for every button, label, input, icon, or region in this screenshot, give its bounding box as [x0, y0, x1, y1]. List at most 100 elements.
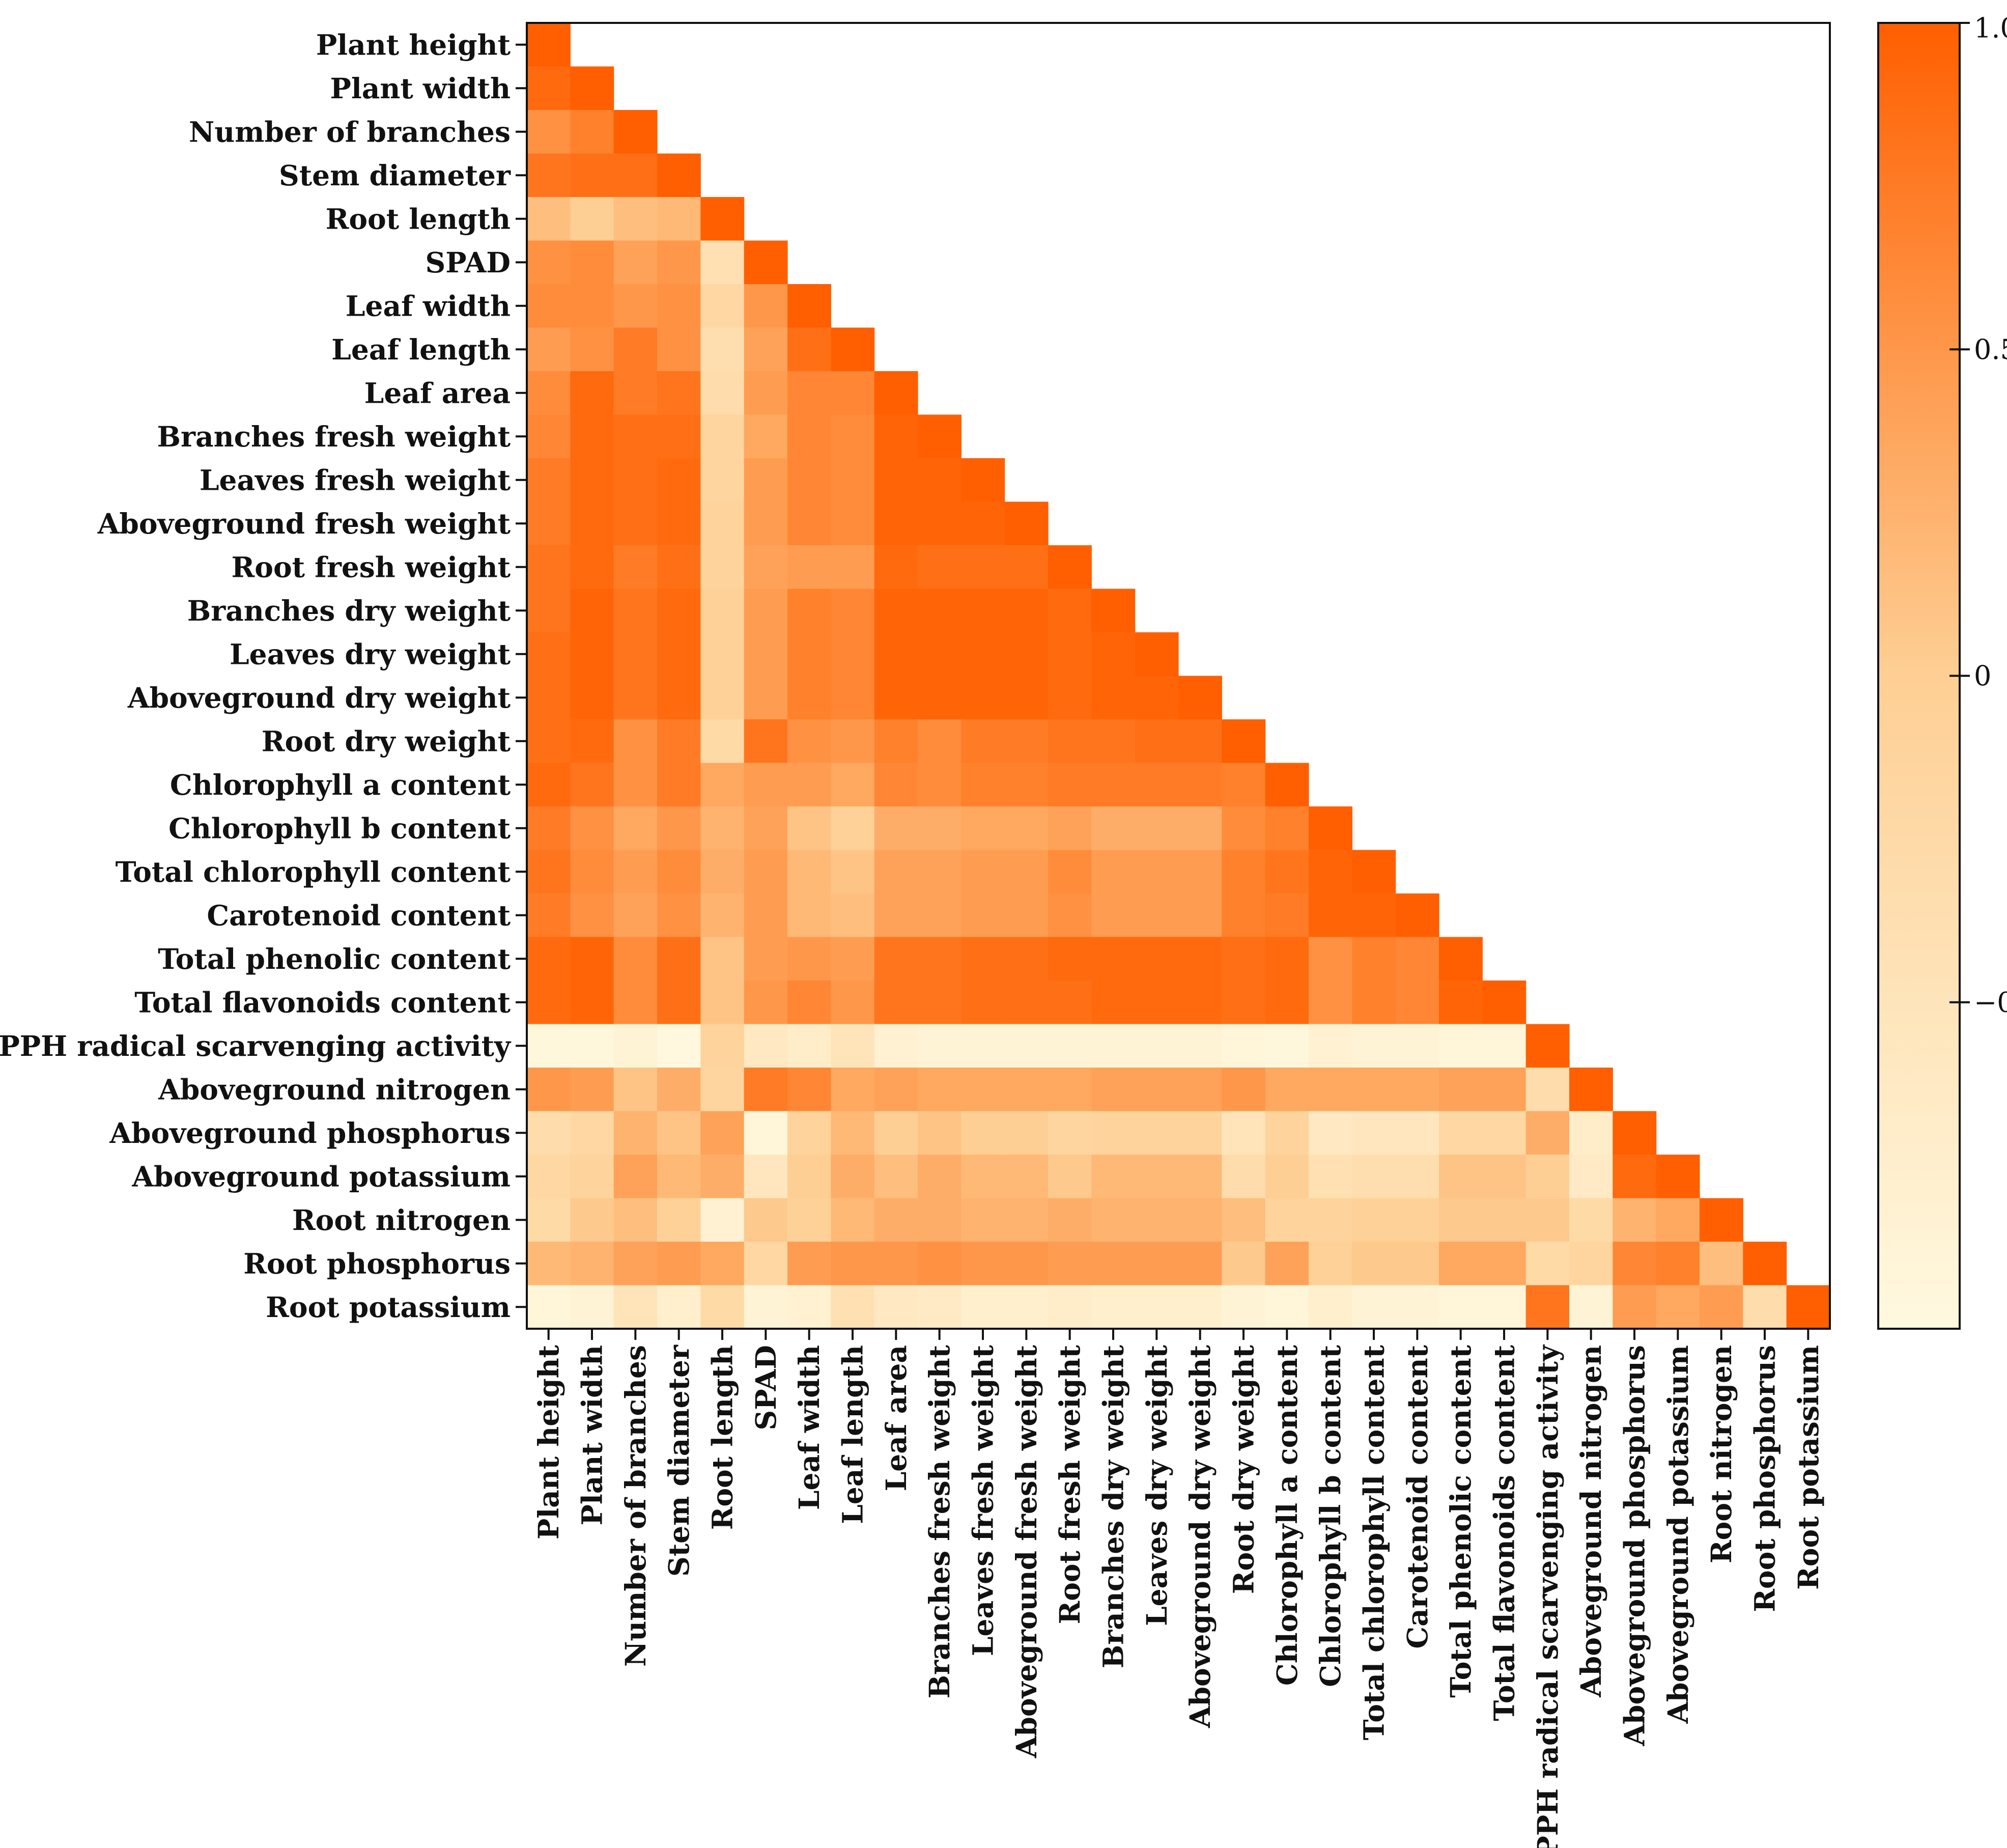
heatmap-cell	[1135, 763, 1179, 807]
heatmap-cell	[1091, 589, 1136, 633]
row-label: Root length	[326, 202, 511, 235]
column-label: Leaves dry weight	[1140, 1345, 1173, 1626]
heatmap-cell	[657, 501, 701, 546]
heatmap-cell	[1613, 1198, 1657, 1242]
heatmap-cell	[744, 371, 788, 415]
heatmap-cell	[1309, 981, 1352, 1025]
heatmap-cell	[1091, 632, 1136, 677]
heatmap-cell	[1178, 937, 1222, 981]
heatmap-cell	[1352, 1155, 1396, 1199]
heatmap-cell	[1352, 1242, 1396, 1286]
plot-frame	[526, 22, 1831, 1330]
column-label: Chlorophyll b content	[1314, 1345, 1347, 1687]
heatmap-cell	[1135, 719, 1179, 764]
heatmap-cell	[527, 66, 571, 110]
heatmap-cell	[1004, 589, 1049, 633]
heatmap-cell	[918, 589, 962, 633]
heatmap-cell	[700, 1155, 745, 1199]
column-label: Root potassium	[1792, 1345, 1825, 1590]
heatmap-cell	[1222, 806, 1266, 851]
heatmap-cell	[961, 1242, 1005, 1286]
heatmap-cell	[787, 545, 831, 590]
heatmap-cell	[1395, 1285, 1439, 1329]
heatmap-cell	[1613, 1285, 1657, 1329]
heatmap-cell	[1613, 1242, 1657, 1286]
column-label: Aboveground nitrogen	[1574, 1345, 1607, 1698]
heatmap-cell	[700, 1285, 745, 1329]
heatmap-cell	[1004, 937, 1049, 981]
row-label: Root potassium	[266, 1291, 511, 1324]
heatmap-cell	[527, 763, 571, 807]
heatmap-cell	[657, 1155, 701, 1199]
heatmap-cell	[831, 806, 875, 851]
heatmap-cell	[1091, 763, 1136, 807]
heatmap-cell	[700, 1111, 745, 1155]
heatmap-cell	[570, 284, 614, 328]
heatmap-cell	[570, 719, 614, 764]
heatmap-cell	[831, 545, 875, 590]
heatmap-cell	[787, 284, 831, 328]
heatmap-cell	[744, 1024, 788, 1068]
heatmap-cell	[613, 937, 658, 981]
heatmap-cell	[1352, 1285, 1396, 1329]
row-label: Aboveground phosphorus	[109, 1116, 511, 1150]
heatmap-cell	[831, 937, 875, 981]
heatmap-cell	[527, 284, 571, 328]
heatmap-cell	[961, 850, 1005, 894]
heatmap-cell	[570, 240, 614, 285]
heatmap-cell	[700, 545, 745, 590]
heatmap-cell	[613, 893, 658, 938]
row-label: Branches dry weight	[187, 594, 511, 627]
heatmap-cell	[700, 414, 745, 459]
heatmap-cell	[1395, 1068, 1439, 1112]
heatmap-cell	[831, 1198, 875, 1242]
heatmap-cell	[1613, 1111, 1657, 1155]
heatmap-cell	[831, 1068, 875, 1112]
heatmap-cell	[1004, 981, 1049, 1025]
heatmap-cell	[1222, 1198, 1266, 1242]
heatmap-cell	[1178, 1024, 1222, 1068]
heatmap-cell	[787, 371, 831, 415]
heatmap-cell	[570, 1242, 614, 1286]
heatmap-cell	[874, 981, 918, 1025]
column-label: Chlorophyll a content	[1270, 1345, 1304, 1686]
heatmap-cell	[1700, 1285, 1743, 1329]
heatmap-cell	[961, 589, 1005, 633]
row-label: Total phenolic content	[158, 942, 511, 975]
heatmap-cell	[831, 1242, 875, 1286]
heatmap-cell	[874, 850, 918, 894]
heatmap-cell	[874, 1111, 918, 1155]
heatmap-cell	[613, 1024, 658, 1068]
heatmap-cell	[874, 632, 918, 677]
heatmap-cell	[570, 153, 614, 198]
column-label: Branches fresh weight	[923, 1345, 956, 1698]
heatmap-cell	[961, 806, 1005, 851]
heatmap-cell	[527, 153, 571, 198]
heatmap-cell	[1178, 763, 1222, 807]
heatmap-cell	[700, 327, 745, 372]
heatmap-cell	[1178, 1111, 1222, 1155]
heatmap-cell	[657, 850, 701, 894]
heatmap-cell	[700, 763, 745, 807]
heatmap-cell	[1656, 1285, 1700, 1329]
heatmap-cell	[1395, 1155, 1439, 1199]
heatmap-cell	[787, 458, 831, 502]
heatmap-cell	[613, 284, 658, 328]
heatmap-cell	[1569, 1198, 1613, 1242]
row-label: Leaves fresh weight	[200, 463, 511, 496]
heatmap-cell	[613, 327, 658, 372]
heatmap-cell	[918, 545, 962, 590]
heatmap-cell	[1222, 937, 1266, 981]
heatmap-cell	[613, 719, 658, 764]
heatmap-cell	[744, 1242, 788, 1286]
heatmap-cell	[1222, 763, 1266, 807]
heatmap-cell	[1135, 632, 1179, 677]
colorbar-ticks: 1.0 0.5 0 −0.5	[1949, 12, 2007, 1018]
heatmap-cell	[613, 589, 658, 633]
heatmap-cell	[700, 676, 745, 720]
heatmap-cell	[1309, 1198, 1352, 1242]
heatmap-cell	[831, 1285, 875, 1329]
heatmap-cell	[1265, 1024, 1309, 1068]
heatmap-cell	[918, 937, 962, 981]
heatmap-cell	[1395, 1024, 1439, 1068]
